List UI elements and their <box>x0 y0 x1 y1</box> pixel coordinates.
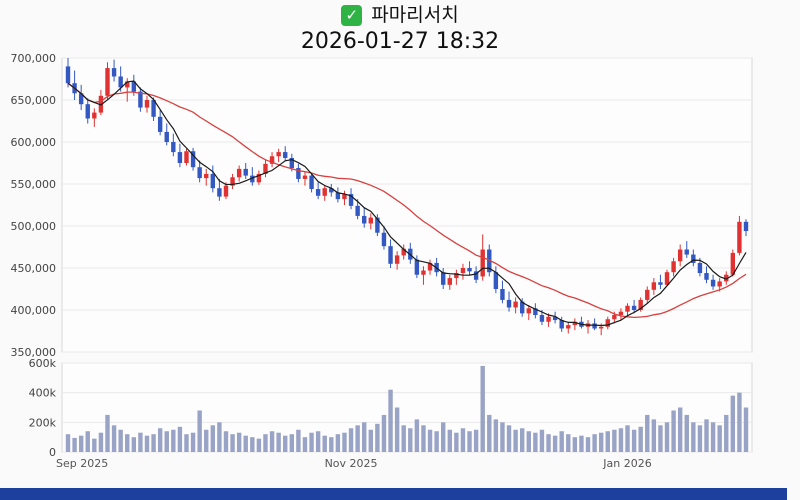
volume-gridlines <box>62 362 752 453</box>
chart-header: ✓ 파마리서치 2026-01-27 18:32 <box>0 5 800 54</box>
check-glyph: ✓ <box>345 6 359 24</box>
volume-bars <box>65 365 749 452</box>
svg-text:Nov 2025: Nov 2025 <box>325 457 378 470</box>
svg-text:400k: 400k <box>29 387 57 400</box>
candles <box>65 58 749 336</box>
svg-text:700,000: 700,000 <box>11 52 57 65</box>
svg-text:200k: 200k <box>29 416 57 429</box>
svg-text:350,000: 350,000 <box>11 346 57 359</box>
svg-text:Jan 2026: Jan 2026 <box>602 457 651 470</box>
price-gridlines <box>62 57 752 353</box>
svg-text:600,000: 600,000 <box>11 136 57 149</box>
svg-text:400,000: 400,000 <box>11 304 57 317</box>
svg-text:550,000: 550,000 <box>11 178 57 191</box>
svg-text:0: 0 <box>49 446 56 459</box>
volume-axis-labels: 600k 400k 200k 0 <box>29 357 57 459</box>
ma-long-line <box>67 82 747 319</box>
title-row: ✓ 파마리서치 <box>341 4 459 26</box>
plot-backgrounds <box>61 57 753 453</box>
svg-text:650,000: 650,000 <box>11 94 57 107</box>
ma-short-line <box>67 80 747 327</box>
candlestick-chart[interactable]: 700,000 650,000 600,000 550,000 500,000 450,0… <box>0 0 800 480</box>
price-axis-labels: 700,000 650,000 600,000 550,000 500,000 450,0… <box>11 52 57 359</box>
svg-text:500,000: 500,000 <box>11 220 57 233</box>
bottom-bar <box>0 488 787 500</box>
x-axis-labels: Sep 2025 Nov 2025 Jan 2026 <box>56 457 652 470</box>
stock-name: 파마리서치 <box>371 4 459 26</box>
svg-text:Sep 2025: Sep 2025 <box>56 457 108 470</box>
green-check-icon: ✓ <box>341 5 363 26</box>
chart-datetime: 2026-01-27 18:32 <box>300 29 500 54</box>
svg-text:600k: 600k <box>29 357 57 370</box>
svg-text:450,000: 450,000 <box>11 262 57 275</box>
